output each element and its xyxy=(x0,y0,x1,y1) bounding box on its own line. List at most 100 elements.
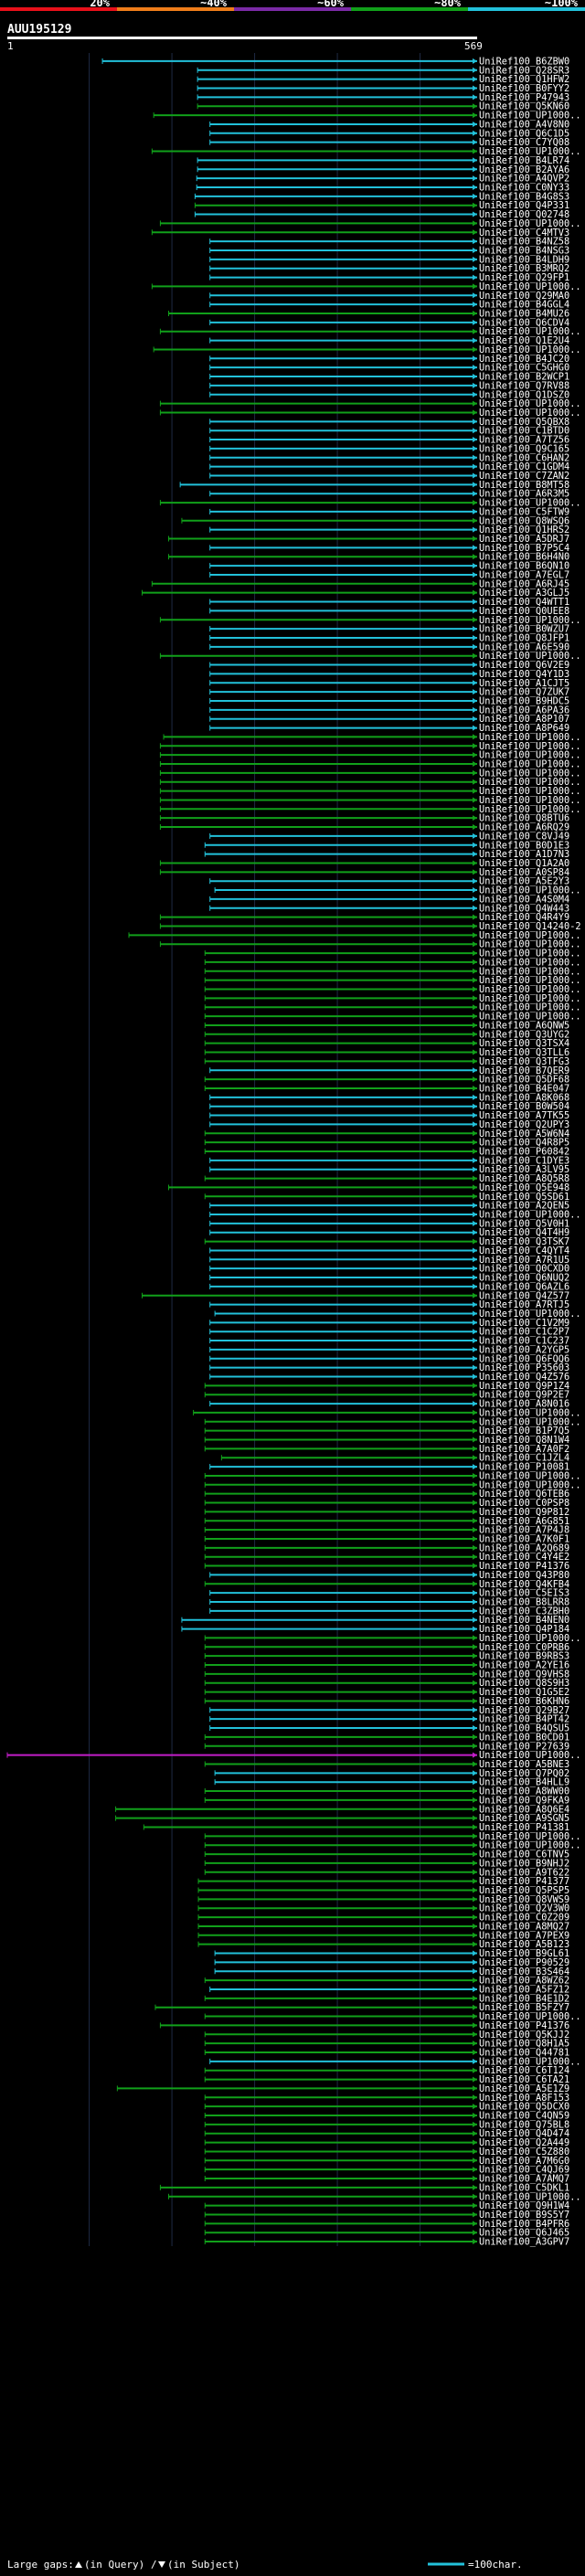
hit-label[interactable]: UniRef100_Q1HFW2 xyxy=(479,74,569,85)
hit-label[interactable]: UniRef100_B8MT58 xyxy=(479,480,569,491)
hit-label[interactable]: UniRef100_B0D1E3 xyxy=(479,840,569,851)
hit-label[interactable]: UniRef100_Q8H1A5 xyxy=(479,2039,569,2050)
hit-label[interactable]: UniRef100_UP1000.. xyxy=(479,795,581,806)
hit-row[interactable]: UniRef100_Q1DSZ0 xyxy=(209,389,569,400)
hit-label[interactable]: UniRef100_UP1000.. xyxy=(479,498,581,509)
hit-row[interactable]: UniRef100_UP1000.. xyxy=(163,732,581,743)
hit-label[interactable]: UniRef100_A8P107 xyxy=(479,714,569,725)
hit-row[interactable]: UniRef100_B4QSU5 xyxy=(209,1723,569,1734)
hit-row[interactable]: UniRef100_B9HDC5 xyxy=(209,695,569,706)
hit-label[interactable]: UniRef100_P41376 xyxy=(479,2020,569,2031)
hit-row[interactable]: UniRef100_Q5PSP5 xyxy=(197,1885,569,1896)
hit-row[interactable]: UniRef100_P60842 xyxy=(204,1146,569,1157)
hit-label[interactable]: UniRef100_Q29B27 xyxy=(479,1705,569,1716)
hit-row[interactable]: UniRef100_C5EIS3 xyxy=(209,1588,569,1599)
hit-label[interactable]: UniRef100_UP1000.. xyxy=(479,146,581,157)
hit-row[interactable]: UniRef100_A8K068 xyxy=(209,1092,569,1103)
hit-row[interactable]: UniRef100_A7M6G0 xyxy=(204,2156,569,2167)
hit-row[interactable]: UniRef100_A6RQ29 xyxy=(159,822,569,833)
hit-row[interactable]: UniRef100_B4NEN0 xyxy=(181,1615,569,1626)
hit-row[interactable]: UniRef100_C0NY33 xyxy=(196,182,569,193)
hit-row[interactable]: UniRef100_UP1000.. xyxy=(204,1470,581,1481)
hit-label[interactable]: UniRef100_A3LV95 xyxy=(479,1164,569,1175)
hit-row[interactable]: UniRef100_UP1000.. xyxy=(193,1407,581,1418)
hit-label[interactable]: UniRef100_C5Z880 xyxy=(479,2147,569,2157)
hit-label[interactable]: UniRef100_Q4WTT1 xyxy=(479,597,569,608)
hit-row[interactable]: UniRef100_Q5KJJ2 xyxy=(204,2030,569,2041)
hit-label[interactable]: UniRef100_A7AMQ7 xyxy=(479,2174,569,2185)
hit-label[interactable]: UniRef100_A8Q6E4 xyxy=(479,1804,569,1815)
hit-row[interactable]: UniRef100_Q9C165 xyxy=(209,443,569,454)
hit-label[interactable]: UniRef100_UP1000.. xyxy=(479,1840,581,1851)
hit-label[interactable]: UniRef100_UP1000.. xyxy=(479,218,581,229)
hit-row[interactable]: UniRef100_Q4W443 xyxy=(209,903,569,914)
hit-label[interactable]: UniRef100_UP1000.. xyxy=(479,2191,581,2202)
hit-row[interactable]: UniRef100_C4Y4E2 xyxy=(204,1552,569,1563)
hit-row[interactable]: UniRef100_C1JZL4 xyxy=(220,1453,569,1464)
hit-row[interactable]: UniRef100_C4QN59 xyxy=(204,2111,569,2122)
hit-label[interactable]: UniRef100_P27639 xyxy=(479,1741,569,1752)
hit-row[interactable]: UniRef100_Q5KN60 xyxy=(197,101,569,112)
hit-label[interactable]: UniRef100_B4MU26 xyxy=(479,309,569,320)
hit-label[interactable]: UniRef100_C6HAN2 xyxy=(479,452,569,463)
hit-label[interactable]: UniRef100_UP1000.. xyxy=(479,939,581,950)
hit-label[interactable]: UniRef100_Q3TFG3 xyxy=(479,1056,569,1067)
hit-row[interactable]: UniRef100_C5FTW9 xyxy=(209,506,569,517)
hit-label[interactable]: UniRef100_C0NY33 xyxy=(479,182,569,193)
hit-label[interactable]: UniRef100_B9RBS3 xyxy=(479,1651,569,1662)
hit-row[interactable]: UniRef100_B6QN10 xyxy=(209,561,569,572)
hit-label[interactable]: UniRef100_C4QYT4 xyxy=(479,1246,569,1256)
hit-label[interactable]: UniRef100_P47943 xyxy=(479,92,569,103)
hit-label[interactable]: UniRef100_UP1000.. xyxy=(479,1831,581,1842)
hit-label[interactable]: UniRef100_UP1000.. xyxy=(479,1633,581,1644)
hit-label[interactable]: UniRef100_B4NZ58 xyxy=(479,237,569,248)
hit-row[interactable]: UniRef100_Q0UEE8 xyxy=(209,606,569,617)
hit-label[interactable]: UniRef100_A3GPV7 xyxy=(479,2237,569,2248)
hit-label[interactable]: UniRef100_UP1000.. xyxy=(479,615,581,626)
hit-label[interactable]: UniRef100_Q0CXD0 xyxy=(479,1264,569,1275)
hit-label[interactable]: UniRef100_Q8N1W4 xyxy=(479,1435,569,1446)
hit-label[interactable]: UniRef100_Q6AZL6 xyxy=(479,1281,569,1292)
hit-row[interactable]: UniRef100_UP1000.. xyxy=(167,2191,581,2202)
hit-row[interactable]: UniRef100_Q43P80 xyxy=(209,1570,569,1581)
hit-row[interactable]: UniRef100_C1C2P7 xyxy=(209,1327,569,1338)
hit-label[interactable]: UniRef100_UP1000.. xyxy=(479,1470,581,1481)
hit-label[interactable]: UniRef100_B4LR74 xyxy=(479,155,569,166)
hit-label[interactable]: UniRef100_UP1000.. xyxy=(479,1479,581,1490)
hit-label[interactable]: UniRef100_A4S0M4 xyxy=(479,894,569,905)
hit-label[interactable]: UniRef100_C6TA21 xyxy=(479,2074,569,2085)
hit-row[interactable]: UniRef100_A5FZ12 xyxy=(209,1984,569,1995)
hit-row[interactable]: UniRef100_Q9VHS8 xyxy=(204,1669,569,1680)
hit-label[interactable]: UniRef100_UP1000.. xyxy=(479,1012,581,1023)
hit-label[interactable]: UniRef100_UP1000.. xyxy=(479,1416,581,1427)
hit-row[interactable]: UniRef100_P90529 xyxy=(214,1957,569,1968)
hit-row[interactable]: UniRef100_Q29MA0 xyxy=(209,291,569,302)
hit-label[interactable]: UniRef100_C0PSP8 xyxy=(479,1498,569,1509)
hit-row[interactable]: UniRef100_A9SGN5 xyxy=(115,1813,570,1824)
hit-label[interactable]: UniRef100_Q4P184 xyxy=(479,1624,569,1635)
hit-row[interactable]: UniRef100_B4LDH9 xyxy=(209,254,569,265)
hit-label[interactable]: UniRef100_UP1000.. xyxy=(479,741,581,752)
hit-row[interactable]: UniRef100_UP1000.. xyxy=(128,930,581,941)
hit-row[interactable]: UniRef100_UP1000.. xyxy=(214,1309,581,1320)
hit-label[interactable]: UniRef100_A5W6N4 xyxy=(479,1129,569,1140)
hit-label[interactable]: UniRef100_Q5DF68 xyxy=(479,1075,569,1086)
hit-label[interactable]: UniRef100_Q5KN60 xyxy=(479,101,569,112)
hit-label[interactable]: UniRef100_A7TZ56 xyxy=(479,435,569,446)
hit-row[interactable]: UniRef100_Q9H1W4 xyxy=(204,2200,569,2211)
hit-row[interactable]: UniRef100_A5DRJ7 xyxy=(167,534,569,545)
hit-row[interactable]: UniRef100_Q7RV88 xyxy=(209,380,569,391)
hit-row[interactable]: UniRef100_A7RTJ5 xyxy=(209,1299,569,1310)
hit-row[interactable]: UniRef100_Q9P812 xyxy=(204,1507,569,1518)
hit-row[interactable]: UniRef100_Q2UPY3 xyxy=(209,1119,569,1130)
hit-row[interactable]: UniRef100_UP1000.. xyxy=(6,1750,581,1761)
hit-label[interactable]: UniRef100_Q9VHS8 xyxy=(479,1669,569,1680)
hit-label[interactable]: UniRef100_A7TK55 xyxy=(479,1110,569,1121)
hit-row[interactable]: UniRef100_C1V2M9 xyxy=(209,1318,569,1329)
hit-label[interactable]: UniRef100_UP1000.. xyxy=(479,1407,581,1418)
hit-label[interactable]: UniRef100_UP1000.. xyxy=(479,2056,581,2067)
hit-row[interactable]: UniRef100_C7YQ08 xyxy=(209,137,569,148)
hit-label[interactable]: UniRef100_Q9P2E7 xyxy=(479,1390,569,1401)
hit-row[interactable]: UniRef100_P41376 xyxy=(159,2020,569,2031)
hit-row[interactable]: UniRef100_UP1000.. xyxy=(204,975,581,986)
